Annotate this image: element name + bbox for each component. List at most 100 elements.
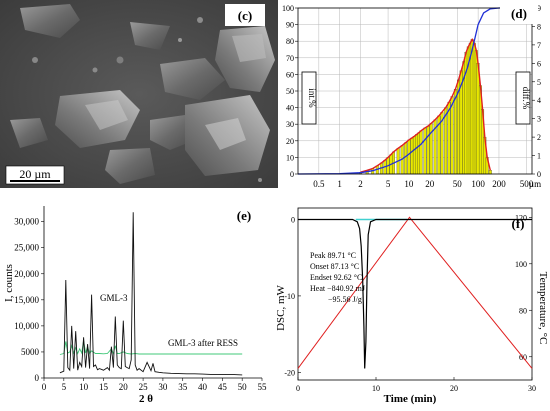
xrd-annotation-gml3: GML-3 (100, 293, 128, 303)
diff-bar (426, 125, 430, 175)
size-distribution-chart: 0 10 20 30 40 50 60 70 80 90 100 0 1 2 3 4 5 6 7 8 9 0.5 1 2 5 10… (282, 2, 541, 189)
diff-bar (450, 96, 454, 175)
y-left-tick-label: 20 (286, 137, 294, 146)
y-right-tick-label: 2 (537, 133, 541, 142)
dsc-annotation-specific-heat: −95.56 J/g (328, 295, 362, 304)
panel-d-label-box (500, 2, 538, 24)
y-right-tick-label: 8 (537, 22, 541, 31)
xrd-chart: 0 5000 10,000 15,000 20,000 25,000 30,000 0 5 10 1… (3, 206, 268, 405)
dsc-annotation-endset: Endset 92.62 °C (310, 273, 362, 282)
xrd-series-line (59, 340, 243, 355)
x-tick-label: 45 (218, 382, 228, 392)
sem-particles (10, 4, 275, 184)
x-tick-label: 1 (337, 179, 342, 189)
x-tick-label: 20 (450, 384, 458, 393)
diff-bar (419, 130, 423, 175)
x-tick-label: 100 (471, 179, 485, 189)
x-tick-label: 30 (528, 384, 536, 393)
y-left-tick-label: 80 (286, 37, 294, 46)
y-right-tick-label: 4 (537, 96, 541, 105)
diff-bar (488, 170, 492, 175)
panel-d-label: (d) (511, 6, 527, 21)
x-tick-label: 5 (386, 179, 391, 189)
x-tick-label: 0.5 (313, 179, 325, 189)
y-right-tick-label: 3 (537, 115, 541, 124)
y-right-tick-label: 100 (515, 260, 527, 269)
diff-bar (453, 89, 457, 175)
y-tick-label: 15,000 (14, 295, 39, 305)
xrd-series-line (59, 212, 243, 376)
temperature-line (297, 216, 533, 369)
y-left-tick-label: 30 (286, 120, 294, 129)
diff-bar (423, 127, 427, 175)
dsc-annotation-onset: Onset 87.13 °C (310, 262, 359, 271)
x-tick-label: 20 (119, 382, 129, 392)
y-tick-label: 20,000 (14, 269, 39, 279)
y-right-tick-label: 9 (537, 4, 541, 13)
y-right-tick-label: 120 (515, 213, 527, 222)
diff-bar (447, 101, 451, 175)
y-right-tick-label: 0 (537, 170, 541, 179)
x-tick-label: 2 (358, 179, 363, 189)
x-tick-label: 5 (62, 382, 67, 392)
y-tick-label: 25,000 (14, 243, 39, 253)
right-axis-label: diff.% (521, 87, 531, 110)
scalebar-label: 20 µm (19, 167, 51, 181)
size-distribution-panel: 0 10 20 30 40 50 60 70 80 90 100 0 1 2 3 4 5 6 7 8 9 0.5 1 2 5 10… (282, 0, 550, 198)
x-unit-label: µm (529, 179, 541, 189)
y-left-tick-label: 90 (286, 21, 294, 30)
x-tick-label: 10 (372, 384, 380, 393)
xrd-panel: 0 5000 10,000 15,000 20,000 25,000 30,000 0 5 10 1… (0, 198, 270, 406)
panel-e-label: (e) (237, 208, 251, 223)
cumulative-curve (297, 7, 532, 175)
x-tick-label: 25 (139, 382, 149, 392)
sem-image: (c) 20 µm (0, 0, 278, 188)
dsc-x-axis-label: Time (min) (384, 393, 437, 405)
xrd-x-axis-label: 2 θ (139, 393, 153, 405)
diff-bar (412, 136, 416, 175)
sem-micrograph-panel: (c) 20 µm (0, 0, 278, 188)
x-tick-label: 55 (258, 382, 268, 392)
y-tick-label: 0 (35, 373, 40, 383)
dsc-y-axis-label: DSC, mW (275, 284, 287, 330)
xrd-annotation-gml3-ress: GML-3 after RESS (168, 338, 238, 348)
diff-bar (410, 137, 414, 175)
right-axis-label-box (515, 71, 531, 125)
y-right-tick-label: 5 (537, 78, 541, 87)
dsc-annotation-heat: Heat −840.92 mJ (310, 284, 365, 293)
panel-c-label-box (225, 4, 265, 26)
dsc-annotation-peak: Peak 89.71 °C (310, 251, 356, 260)
diff-bar (404, 142, 408, 175)
diff-bar (407, 139, 411, 175)
x-tick-label: 10 (404, 179, 414, 189)
y-right-tick-label: 80 (519, 306, 527, 315)
y-tick-label: 10,000 (14, 321, 39, 331)
y-left-tick-label: 100 (282, 4, 294, 13)
x-tick-label: 10 (79, 382, 89, 392)
x-tick-label: 15 (99, 382, 109, 392)
y-left-tick-label: 40 (286, 104, 294, 113)
x-tick-label: 50 (238, 382, 248, 392)
left-axis-label-box (301, 71, 317, 125)
y-right-tick-label: 7 (537, 41, 541, 50)
x-tick-label: 35 (178, 382, 188, 392)
y-left-tick-label: 50 (286, 87, 294, 96)
scalebar-box (5, 165, 65, 185)
panel-c-label: (c) (238, 8, 252, 23)
x-tick-label: 500 (520, 179, 534, 189)
y-tick-label: 5000 (21, 347, 40, 357)
x-tick-label: 40 (198, 382, 208, 392)
x-tick-label: 20 (425, 179, 435, 189)
y-tick-label: 30,000 (14, 217, 39, 227)
y-left-tick-label: 70 (286, 54, 294, 63)
dsc-line (298, 218, 532, 369)
x-tick-label: 0 (42, 382, 47, 392)
x-tick-label: 0 (296, 384, 300, 393)
y-left-tick-label: 0 (291, 215, 295, 224)
x-tick-label: 50 (453, 179, 463, 189)
y-left-tick-label: -20 (284, 368, 295, 377)
xrd-y-axis-label: I, counts (3, 264, 15, 302)
x-tick-label: 30 (158, 382, 168, 392)
y-left-tick-label: 10 (286, 153, 294, 162)
